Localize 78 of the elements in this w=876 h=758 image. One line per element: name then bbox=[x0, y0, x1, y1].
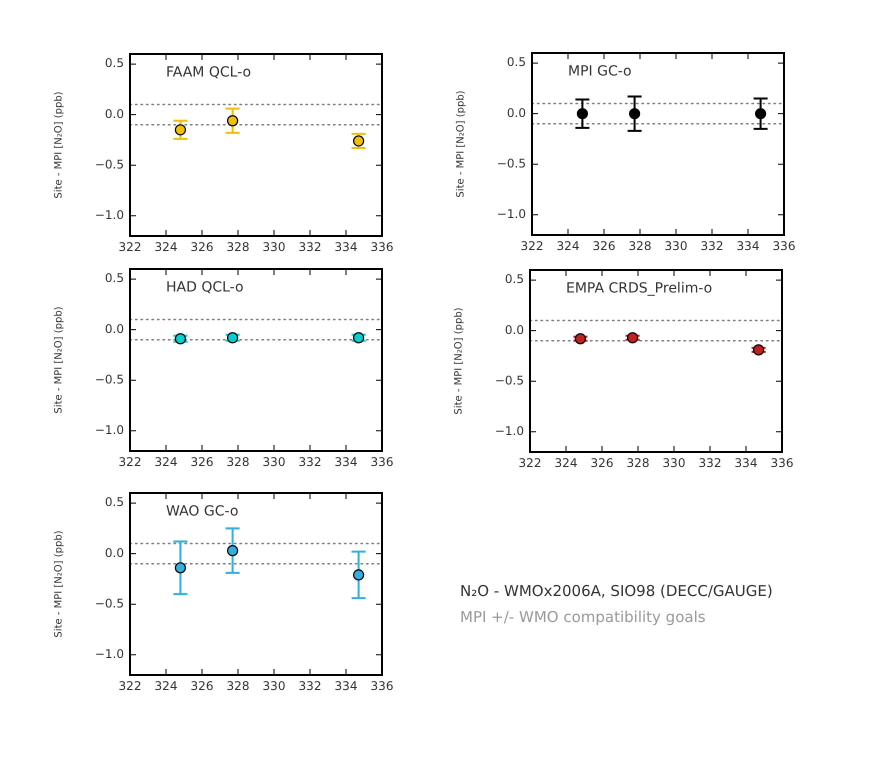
x-tick-label: 330 bbox=[664, 239, 688, 254]
y-tick-label: −1.0 bbox=[494, 424, 524, 438]
y-tick-label: 0.0 bbox=[504, 322, 524, 337]
y-tick-label: −0.5 bbox=[94, 372, 124, 386]
y-tick-label: −0.5 bbox=[94, 596, 124, 610]
point bbox=[574, 333, 586, 344]
x-tick-label: 328 bbox=[226, 240, 250, 254]
text: MPI +/- WMO compatibility goals bbox=[460, 608, 707, 626]
x-tick-label: 332 bbox=[698, 456, 722, 470]
x-tick-label: 328 bbox=[628, 239, 652, 254]
y-tick-label: −1.0 bbox=[496, 206, 526, 221]
text: EMPA CRDS_Prelim-o bbox=[566, 280, 712, 297]
x-tick-label: 324 bbox=[154, 455, 178, 470]
x-tick-label: 332 bbox=[298, 679, 322, 694]
point bbox=[174, 562, 186, 574]
x-tick-label: 328 bbox=[226, 455, 250, 470]
y-tick-label: −1.0 bbox=[94, 646, 124, 661]
x-tick-label: 322 bbox=[118, 455, 142, 470]
y-tick-label: 0.5 bbox=[104, 495, 124, 510]
y-axis-title: Site - MPI [N₂O] (ppb) bbox=[54, 306, 65, 414]
x-tick-label: 330 bbox=[262, 240, 286, 254]
x-tick-label: 328 bbox=[226, 679, 250, 694]
x-tick-label: 322 bbox=[118, 240, 142, 254]
y-tick-label: −1.0 bbox=[94, 208, 124, 222]
x-tick-label: 322 bbox=[520, 239, 544, 254]
x-tick-label: 336 bbox=[772, 239, 796, 254]
y-tick-label: 0.5 bbox=[504, 272, 524, 286]
x-tick-label: 336 bbox=[370, 455, 394, 470]
x-tick-label: 330 bbox=[262, 455, 286, 470]
y-axis-title: Site - MPI [N₂O] (ppb) bbox=[54, 530, 65, 638]
y-tick-label: 0.5 bbox=[104, 271, 124, 286]
x-tick-label: 324 bbox=[154, 240, 178, 254]
y-tick-label: 0.0 bbox=[104, 106, 124, 121]
point bbox=[227, 545, 238, 556]
y-tick-label: 0.0 bbox=[104, 322, 124, 336]
x-tick-label: 326 bbox=[590, 456, 614, 470]
y-tick-label: 0.0 bbox=[506, 106, 526, 120]
x-tick-label: 334 bbox=[334, 455, 358, 470]
x-tick-label: 334 bbox=[334, 240, 358, 254]
x-tick-label: 336 bbox=[370, 679, 394, 694]
y-tick-label: −0.5 bbox=[496, 156, 526, 170]
x-tick-label: 332 bbox=[298, 240, 322, 254]
text: N₂O - WMOx2006A, SIO98 (DECC/GAUGE) bbox=[460, 582, 773, 600]
y-tick-label: −1.0 bbox=[94, 422, 124, 437]
x-tick-label: 326 bbox=[190, 240, 214, 254]
x-tick-label: 324 bbox=[154, 679, 178, 694]
x-tick-label: 326 bbox=[190, 679, 214, 694]
y-tick-label: −0.5 bbox=[94, 157, 124, 172]
x-tick-label: 334 bbox=[734, 456, 758, 470]
text: WAO GC-o bbox=[166, 504, 238, 520]
x-tick-label: 336 bbox=[370, 240, 394, 254]
y-axis-title: Site - MPI [N₂O] (ppb) bbox=[454, 307, 465, 415]
y-tick-label: 0.5 bbox=[104, 56, 124, 70]
x-tick-label: 324 bbox=[556, 239, 580, 254]
y-axis-title: Site - MPI [N₂O] (ppb) bbox=[456, 90, 467, 198]
point bbox=[753, 344, 764, 356]
x-tick-label: 332 bbox=[298, 455, 322, 470]
text: HAD QCL-o bbox=[166, 280, 244, 296]
y-axis-title: Site - MPI [N₂O] (ppb) bbox=[54, 91, 65, 199]
x-tick-label: 330 bbox=[662, 456, 686, 470]
x-tick-label: 332 bbox=[700, 239, 724, 254]
y-tick-label: 0.5 bbox=[506, 55, 526, 70]
x-tick-label: 322 bbox=[118, 679, 142, 694]
y-tick-label: −0.5 bbox=[494, 373, 524, 388]
x-tick-label: 326 bbox=[592, 239, 616, 254]
y-tick-label: 0.0 bbox=[104, 546, 124, 560]
x-tick-label: 334 bbox=[334, 679, 358, 694]
x-tick-label: 336 bbox=[770, 456, 794, 470]
point bbox=[353, 569, 364, 580]
x-tick-label: 328 bbox=[626, 456, 650, 470]
text: FAAM QCL-o bbox=[166, 64, 252, 81]
x-tick-label: 324 bbox=[554, 456, 578, 470]
x-tick-label: 322 bbox=[518, 456, 542, 470]
point bbox=[627, 332, 638, 344]
x-tick-label: 326 bbox=[190, 455, 214, 470]
x-tick-label: 330 bbox=[262, 679, 286, 694]
text: MPI GC-o bbox=[568, 64, 632, 80]
x-tick-label: 334 bbox=[736, 239, 760, 254]
